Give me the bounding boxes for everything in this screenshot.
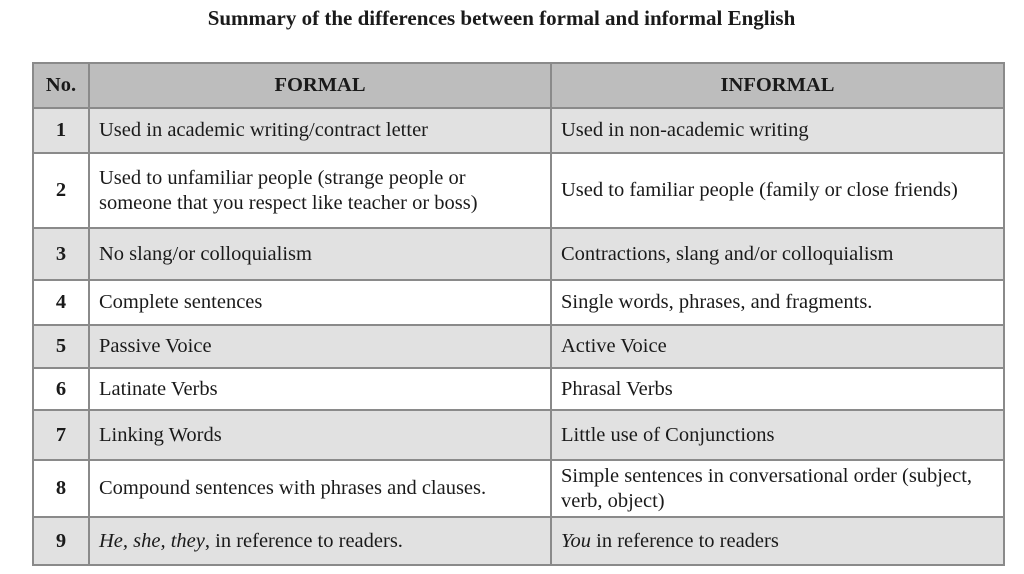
informal-cell: Used to familiar people (family or close… [550, 152, 1005, 229]
row-number: 7 [32, 409, 90, 461]
row-number: 2 [32, 152, 90, 229]
formal-cell: Compound sentences with phrases and clau… [88, 459, 552, 518]
informal-cell: Phrasal Verbs [550, 367, 1005, 411]
header-informal: INFORMAL [550, 62, 1005, 109]
document-title: Summary of the differences between forma… [207, 6, 796, 30]
comparison-table: No. FORMAL INFORMAL 1 Used in academic w… [32, 62, 1005, 566]
row-number: 5 [32, 324, 90, 369]
formal-text: , in reference to readers. [204, 529, 403, 552]
informal-cell: Active Voice [550, 324, 1005, 369]
informal-cell: Used in non-academic writing [550, 107, 1005, 154]
formal-italic-text: He, she, they [99, 529, 205, 552]
table-header-row: No. FORMAL INFORMAL [32, 62, 1005, 109]
table-row: 8 Compound sentences with phrases and cl… [32, 459, 1005, 518]
table-row: 5 Passive Voice Active Voice [32, 324, 1005, 369]
table-row: 6 Latinate Verbs Phrasal Verbs [32, 367, 1005, 411]
row-number: 6 [32, 367, 90, 411]
informal-text: in reference to readers [591, 529, 779, 552]
header-no: No. [32, 62, 90, 109]
row-number: 8 [32, 459, 90, 518]
row-number: 9 [32, 516, 90, 566]
formal-cell: Linking Words [88, 409, 552, 461]
formal-cell: Passive Voice [88, 324, 552, 369]
informal-cell: Little use of Conjunctions [550, 409, 1005, 461]
table-row: 4 Complete sentences Single words, phras… [32, 279, 1005, 326]
informal-cell: Contractions, slang and/or colloquialism [550, 227, 1005, 281]
formal-cell: Complete sentences [88, 279, 552, 326]
table-row: 7 Linking Words Little use of Conjunctio… [32, 409, 1005, 461]
row-number: 1 [32, 107, 90, 154]
informal-cell: Simple sentences in conversational order… [550, 459, 1005, 518]
table-row: 1 Used in academic writing/contract lett… [32, 107, 1005, 154]
formal-cell: He, she, they, in reference to readers. [88, 516, 552, 566]
table-row: 2 Used to unfamiliar people (strange peo… [32, 152, 1005, 229]
header-formal: FORMAL [88, 62, 552, 109]
informal-cell: Single words, phrases, and fragments. [550, 279, 1005, 326]
row-number: 3 [32, 227, 90, 281]
informal-cell: You in reference to readers [550, 516, 1005, 566]
informal-italic-text: You [561, 529, 592, 552]
formal-cell: Latinate Verbs [88, 367, 552, 411]
formal-cell: Used to unfamiliar people (strange peopl… [88, 152, 552, 229]
row-number: 4 [32, 279, 90, 326]
formal-cell: No slang/or colloquialism [88, 227, 552, 281]
formal-cell: Used in academic writing/contract letter [88, 107, 552, 154]
table-row: 9 He, she, they, in reference to readers… [32, 516, 1005, 566]
table-row: 3 No slang/or colloquialism Contractions… [32, 227, 1005, 281]
